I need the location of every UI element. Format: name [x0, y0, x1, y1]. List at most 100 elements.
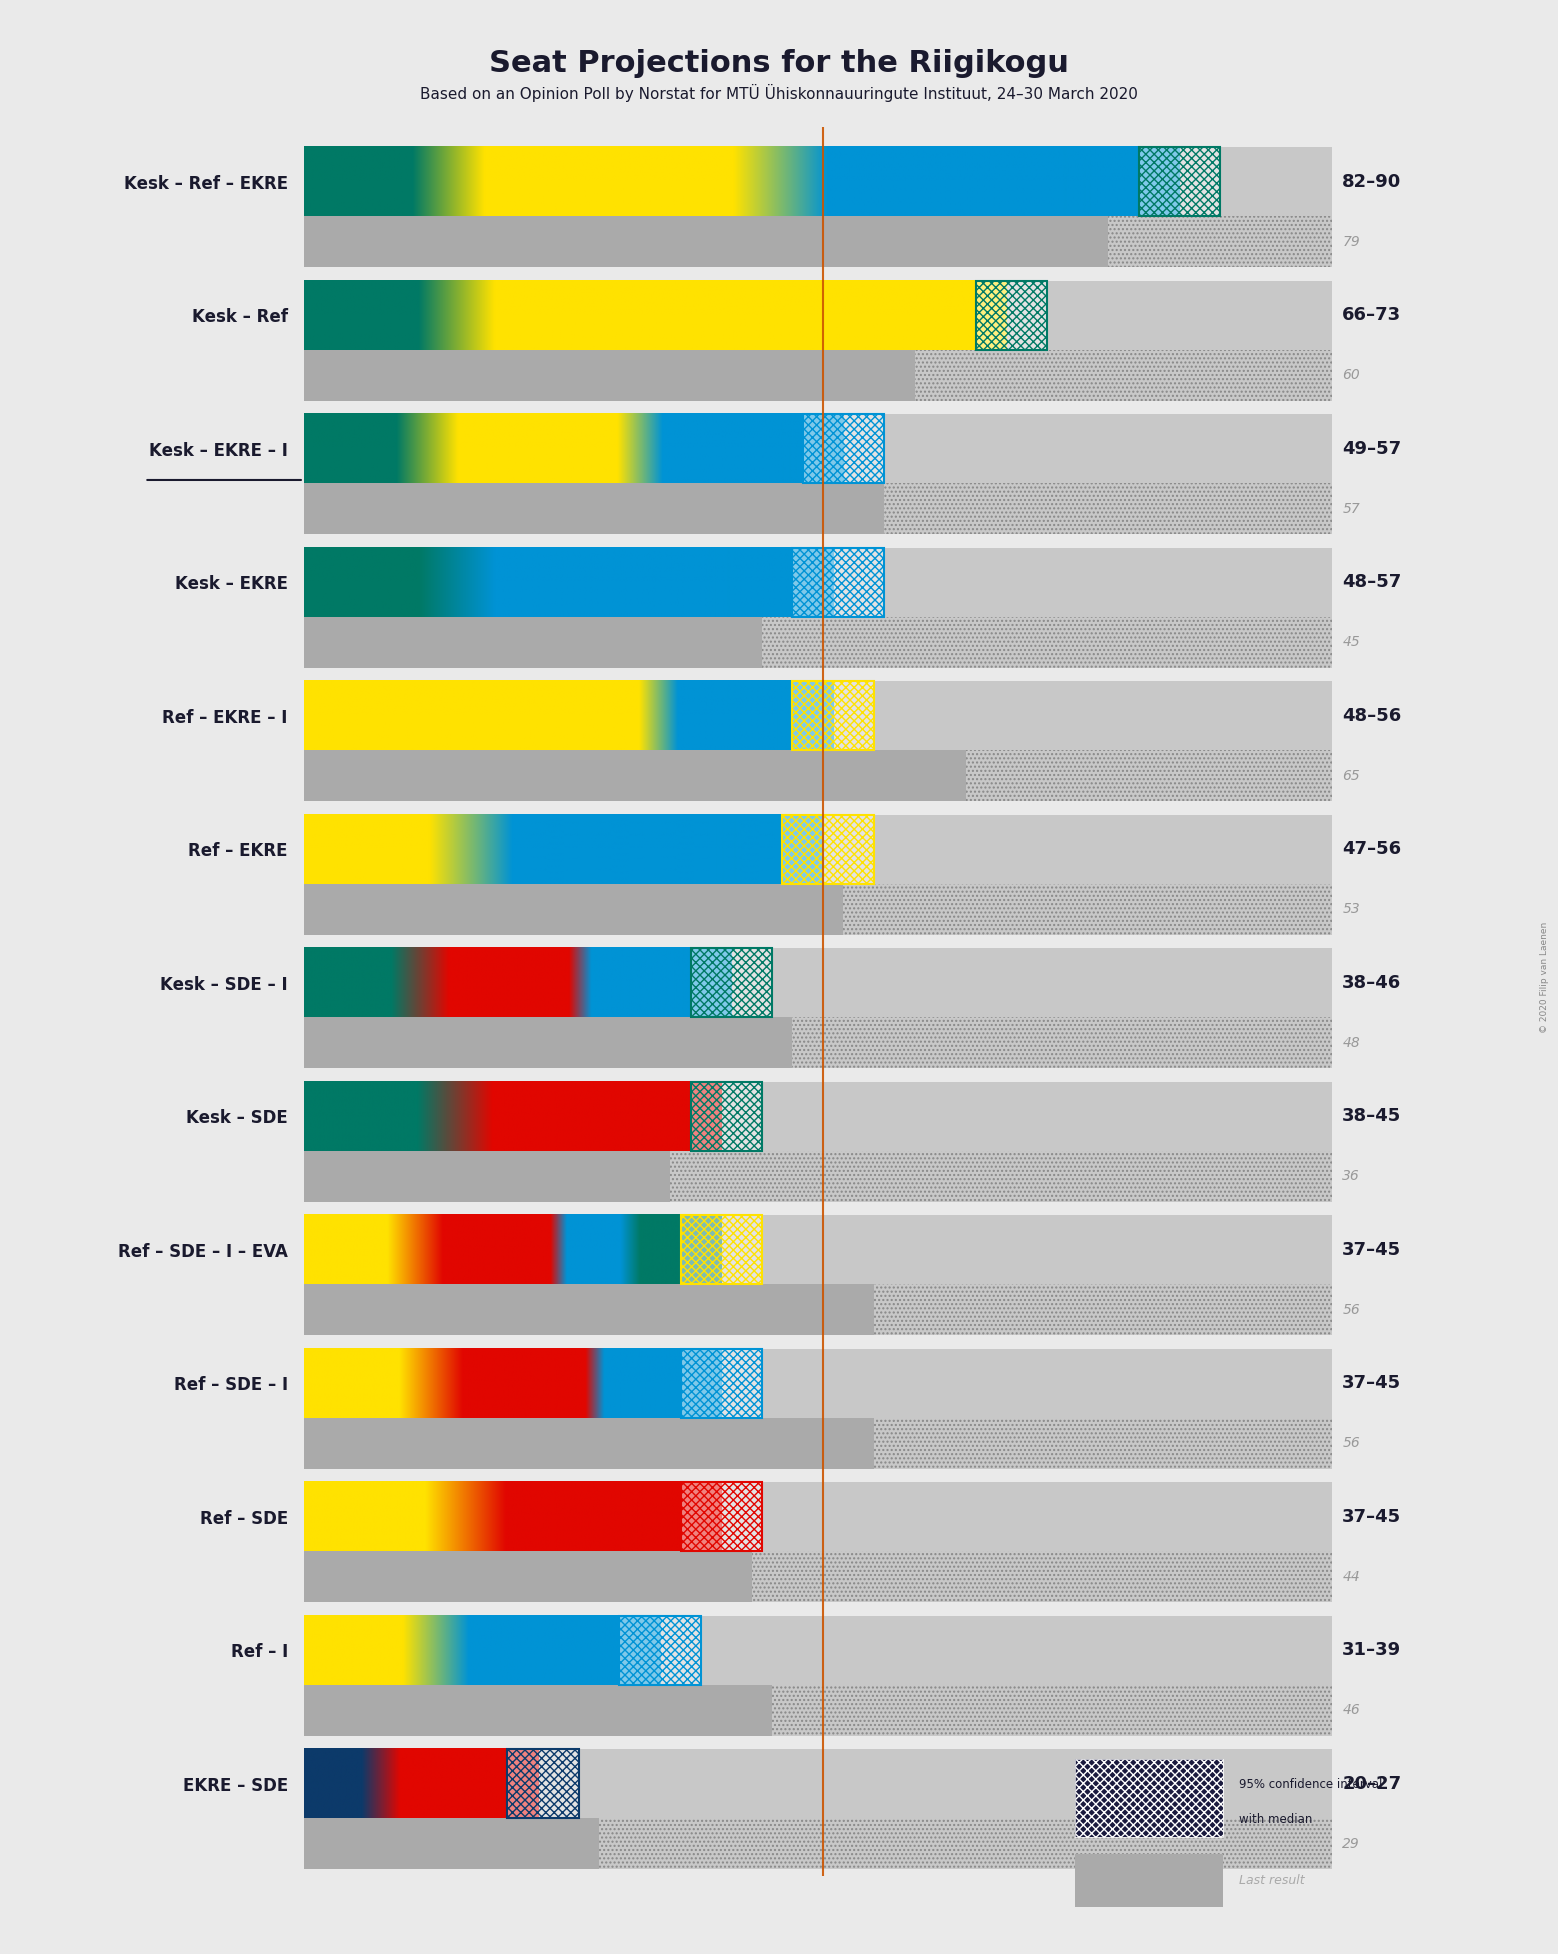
- Bar: [304, 1284, 1332, 1335]
- Text: 53: 53: [1343, 903, 1360, 916]
- Bar: [304, 414, 1332, 483]
- Bar: [782, 815, 874, 883]
- Bar: [802, 414, 883, 483]
- Bar: [304, 815, 1332, 883]
- Text: 38–46: 38–46: [1343, 973, 1402, 993]
- Bar: [681, 1215, 762, 1284]
- Text: 37–45: 37–45: [1343, 1241, 1401, 1258]
- Bar: [690, 1081, 762, 1151]
- Bar: [782, 815, 874, 883]
- Bar: [304, 1551, 753, 1602]
- Bar: [304, 1481, 1332, 1551]
- Bar: [304, 1616, 1332, 1684]
- Bar: [793, 682, 874, 750]
- Bar: [304, 617, 1332, 668]
- Text: 47–56: 47–56: [1343, 840, 1401, 858]
- Text: 20–27: 20–27: [1343, 1774, 1401, 1792]
- Text: 46: 46: [1343, 1704, 1360, 1718]
- Bar: [304, 1151, 670, 1202]
- Bar: [304, 350, 915, 401]
- Text: 37–45: 37–45: [1343, 1374, 1401, 1393]
- Bar: [304, 750, 1332, 801]
- Bar: [975, 281, 1047, 350]
- Bar: [304, 1551, 1332, 1602]
- Bar: [304, 281, 1332, 350]
- Text: 49–57: 49–57: [1343, 440, 1401, 457]
- Bar: [304, 483, 883, 533]
- Text: 56: 56: [1343, 1303, 1360, 1317]
- Text: 31–39: 31–39: [1343, 1641, 1401, 1659]
- Text: 79: 79: [1343, 234, 1360, 248]
- Text: 48: 48: [1343, 1036, 1360, 1049]
- Text: with median: with median: [1239, 1813, 1312, 1825]
- Bar: [1075, 1854, 1223, 1907]
- Bar: [304, 217, 1332, 268]
- Bar: [690, 948, 773, 1018]
- Text: 48–57: 48–57: [1343, 573, 1402, 592]
- Bar: [681, 1348, 762, 1419]
- Bar: [304, 1018, 1332, 1069]
- Bar: [304, 617, 762, 668]
- Bar: [304, 1151, 1332, 1202]
- Bar: [304, 883, 1332, 934]
- Text: 29: 29: [1343, 1837, 1360, 1850]
- Bar: [304, 217, 1108, 268]
- Bar: [304, 217, 1332, 268]
- Bar: [304, 547, 1332, 617]
- Text: 82–90: 82–90: [1343, 172, 1402, 191]
- Bar: [690, 1081, 762, 1151]
- Text: 60: 60: [1343, 367, 1360, 383]
- Bar: [304, 1551, 1332, 1602]
- Text: © 2020 Filip van Laenen: © 2020 Filip van Laenen: [1539, 922, 1549, 1032]
- Bar: [304, 1684, 1332, 1735]
- Bar: [304, 883, 1332, 934]
- Text: 95% confidence interval: 95% confidence interval: [1239, 1778, 1382, 1790]
- Bar: [681, 1481, 762, 1551]
- Bar: [304, 1284, 874, 1335]
- Bar: [304, 350, 1332, 401]
- Bar: [304, 1819, 600, 1870]
- Bar: [508, 1749, 578, 1819]
- Bar: [304, 350, 1332, 401]
- Bar: [304, 1749, 1332, 1819]
- Bar: [304, 1018, 793, 1069]
- Bar: [304, 483, 1332, 533]
- Bar: [802, 414, 883, 483]
- Bar: [793, 547, 883, 617]
- Bar: [681, 1348, 762, 1419]
- Bar: [975, 281, 1047, 350]
- Bar: [508, 1749, 578, 1819]
- Text: 57: 57: [1343, 502, 1360, 516]
- Bar: [1075, 1759, 1223, 1837]
- Bar: [304, 1081, 1332, 1151]
- Bar: [304, 1151, 1332, 1202]
- Text: 44: 44: [1343, 1569, 1360, 1585]
- Bar: [304, 1018, 1332, 1069]
- Bar: [690, 948, 773, 1018]
- Bar: [304, 1684, 773, 1735]
- Bar: [304, 1419, 1332, 1469]
- Bar: [681, 1481, 762, 1551]
- Bar: [304, 948, 1332, 1018]
- Bar: [1075, 1759, 1223, 1837]
- Text: 56: 56: [1343, 1436, 1360, 1450]
- Bar: [620, 1616, 701, 1684]
- Bar: [304, 883, 843, 934]
- Bar: [793, 682, 874, 750]
- Bar: [304, 1419, 874, 1469]
- Bar: [304, 1419, 1332, 1469]
- Bar: [304, 483, 1332, 533]
- Bar: [304, 750, 966, 801]
- Text: 38–45: 38–45: [1343, 1108, 1402, 1126]
- Bar: [681, 1215, 762, 1284]
- Bar: [304, 147, 1332, 217]
- Bar: [304, 1284, 1332, 1335]
- Text: 65: 65: [1343, 768, 1360, 784]
- Bar: [304, 750, 1332, 801]
- Bar: [1139, 147, 1220, 217]
- Text: Last result: Last result: [1239, 1874, 1304, 1888]
- Bar: [304, 1819, 1332, 1870]
- Text: 45: 45: [1343, 635, 1360, 649]
- Text: 36: 36: [1343, 1168, 1360, 1184]
- Bar: [304, 617, 1332, 668]
